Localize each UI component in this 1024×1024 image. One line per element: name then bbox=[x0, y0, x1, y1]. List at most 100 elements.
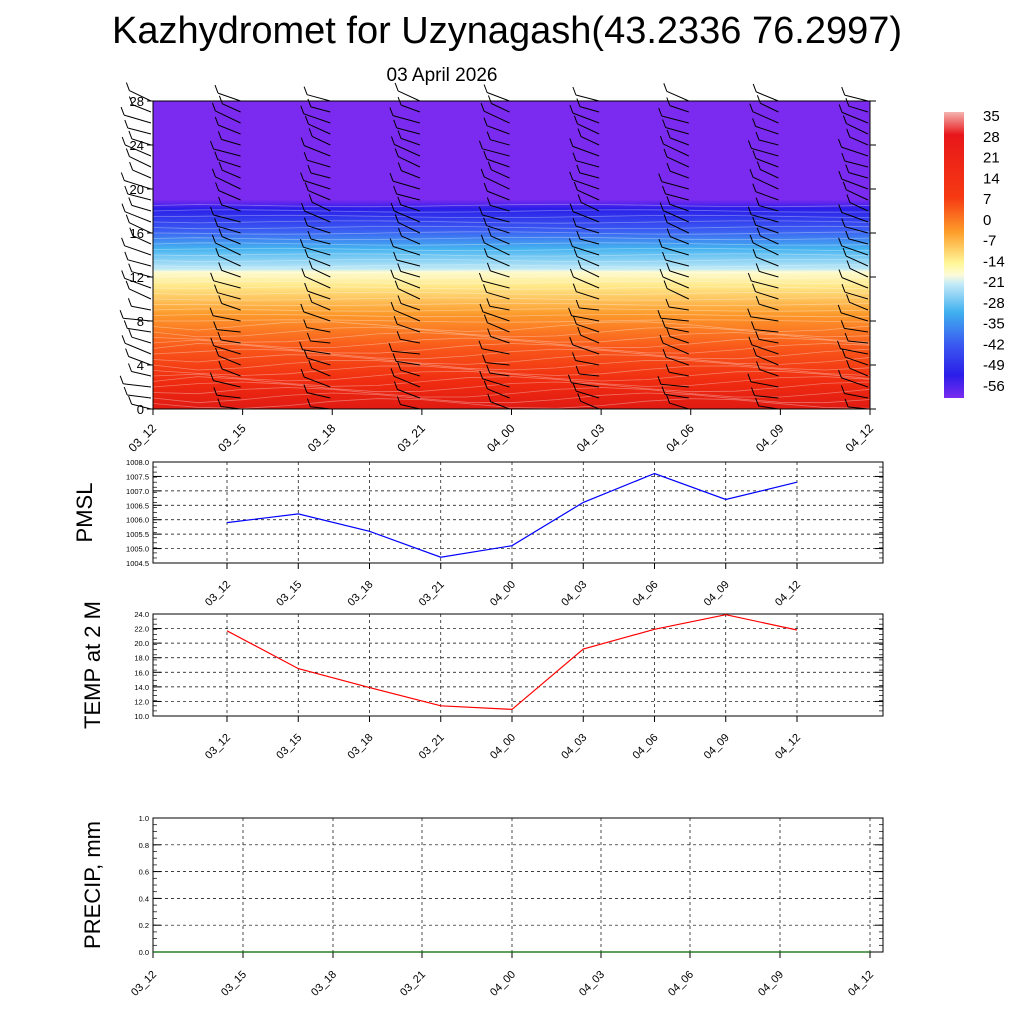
wind-barb bbox=[389, 172, 421, 190]
contour-line bbox=[152, 337, 871, 349]
wind-barb bbox=[572, 382, 600, 399]
wind-barb bbox=[662, 185, 689, 201]
y-tick-label: 0.4 bbox=[139, 894, 149, 903]
wind-barb bbox=[662, 119, 689, 135]
wind-barb bbox=[657, 376, 689, 388]
wind-barb bbox=[124, 119, 152, 135]
wind-barb bbox=[478, 140, 510, 157]
contour-line bbox=[152, 269, 871, 274]
wind-barb bbox=[842, 115, 869, 135]
colorbar-label: -21 bbox=[983, 274, 1005, 291]
wind-barb bbox=[752, 118, 779, 135]
wind-barb bbox=[666, 228, 689, 245]
wind-barb bbox=[666, 395, 689, 410]
wind-barb bbox=[756, 227, 779, 245]
wind-barb bbox=[487, 161, 510, 179]
wind-barb bbox=[846, 194, 869, 212]
plot-frame bbox=[152, 817, 884, 953]
x-tick-label: 04_09 bbox=[702, 579, 732, 609]
wind-barb bbox=[307, 230, 331, 245]
wind-barb bbox=[755, 197, 779, 212]
wind-barb bbox=[661, 386, 689, 399]
wind-barb bbox=[663, 214, 690, 234]
wind-barb bbox=[841, 86, 869, 102]
colorbar-label: 28 bbox=[983, 129, 1000, 146]
wind-barb bbox=[307, 98, 331, 113]
wind-barb bbox=[659, 135, 690, 157]
wind-barb bbox=[213, 321, 241, 333]
wind-barb bbox=[124, 185, 152, 201]
wind-barb bbox=[300, 368, 331, 388]
wind-barb bbox=[394, 280, 421, 300]
x-tick-label: 03_15 bbox=[274, 732, 304, 762]
wind-barb bbox=[214, 84, 241, 102]
wind-barb bbox=[128, 329, 152, 344]
wind-barb bbox=[573, 115, 600, 135]
wind-barb bbox=[840, 320, 869, 333]
line-panel-1: 1008.0 1007.5 1007.0 1006.5 1006.0 1005.5 1005… bbox=[72, 458, 884, 609]
wind-barb bbox=[569, 336, 600, 355]
colorbar bbox=[944, 112, 964, 398]
wind-barb bbox=[572, 352, 600, 366]
wind-barb bbox=[128, 130, 152, 146]
wind-barb bbox=[306, 332, 331, 344]
wind-barb bbox=[308, 194, 331, 212]
wind-barb bbox=[658, 107, 689, 124]
wind-barb bbox=[479, 303, 510, 322]
wind-barb bbox=[218, 360, 241, 377]
wind-barb bbox=[486, 262, 510, 278]
contour-line bbox=[152, 308, 871, 312]
colorbar-label: 21 bbox=[983, 150, 1000, 167]
wind-barb bbox=[124, 251, 152, 267]
wind-barb bbox=[837, 304, 869, 322]
wind-barb bbox=[665, 364, 689, 377]
wind-barb bbox=[217, 331, 241, 344]
y-tick-label: 1005.0 bbox=[126, 545, 149, 554]
wind-barb bbox=[838, 138, 869, 157]
contour-line bbox=[152, 259, 871, 263]
x-tick-label: 04_06 bbox=[663, 421, 697, 455]
y-axis-label: PMSL bbox=[72, 483, 97, 543]
wind-barb bbox=[663, 83, 690, 102]
y-tick-label: 18.0 bbox=[134, 654, 149, 663]
wind-barb bbox=[756, 161, 779, 179]
wind-barb bbox=[483, 150, 510, 168]
wind-barb bbox=[846, 128, 869, 146]
contour-line bbox=[152, 253, 871, 257]
x-tick-label: 04_00 bbox=[488, 732, 518, 762]
wind-barb bbox=[120, 172, 152, 190]
wind-barb bbox=[301, 202, 331, 223]
x-tick-label: 04_06 bbox=[631, 579, 661, 609]
wind-barb bbox=[752, 183, 779, 201]
x-tick-label: 04_03 bbox=[559, 732, 589, 762]
wind-barb bbox=[300, 172, 331, 190]
y-tick-label: 1006.5 bbox=[126, 501, 149, 510]
wind-barb bbox=[209, 372, 241, 388]
wind-barb bbox=[210, 206, 241, 223]
y-tick-label: 24.0 bbox=[134, 610, 149, 619]
contour-line bbox=[152, 214, 871, 218]
wind-barb bbox=[576, 230, 600, 245]
contour-line bbox=[152, 280, 871, 285]
wind-barb bbox=[666, 196, 689, 212]
contour-line bbox=[152, 343, 871, 354]
wind-barb bbox=[752, 150, 779, 168]
wind-barb bbox=[211, 102, 241, 124]
wind-barb bbox=[390, 368, 421, 388]
line-panel-2: 24.0 22.0 20.0 18.0 16.0 14.0 12.0 10.0 03_12 03_… bbox=[80, 601, 884, 762]
wind-barb bbox=[214, 116, 241, 135]
x-tick-label: 04_12 bbox=[773, 579, 803, 609]
wind-barb bbox=[397, 362, 421, 377]
wind-barb bbox=[215, 182, 241, 201]
wind-barb bbox=[125, 82, 152, 102]
x-tick-label: 03_18 bbox=[346, 732, 376, 762]
x-tick-label: 03_21 bbox=[417, 732, 447, 762]
wind-barb bbox=[211, 168, 241, 190]
wind-barb bbox=[838, 104, 869, 124]
wind-barb bbox=[388, 343, 420, 355]
wind-barb bbox=[841, 218, 869, 234]
wind-barb bbox=[397, 162, 421, 179]
wind-barb bbox=[838, 204, 869, 223]
wind-barb bbox=[390, 136, 421, 157]
heatmap-field bbox=[153, 101, 870, 409]
